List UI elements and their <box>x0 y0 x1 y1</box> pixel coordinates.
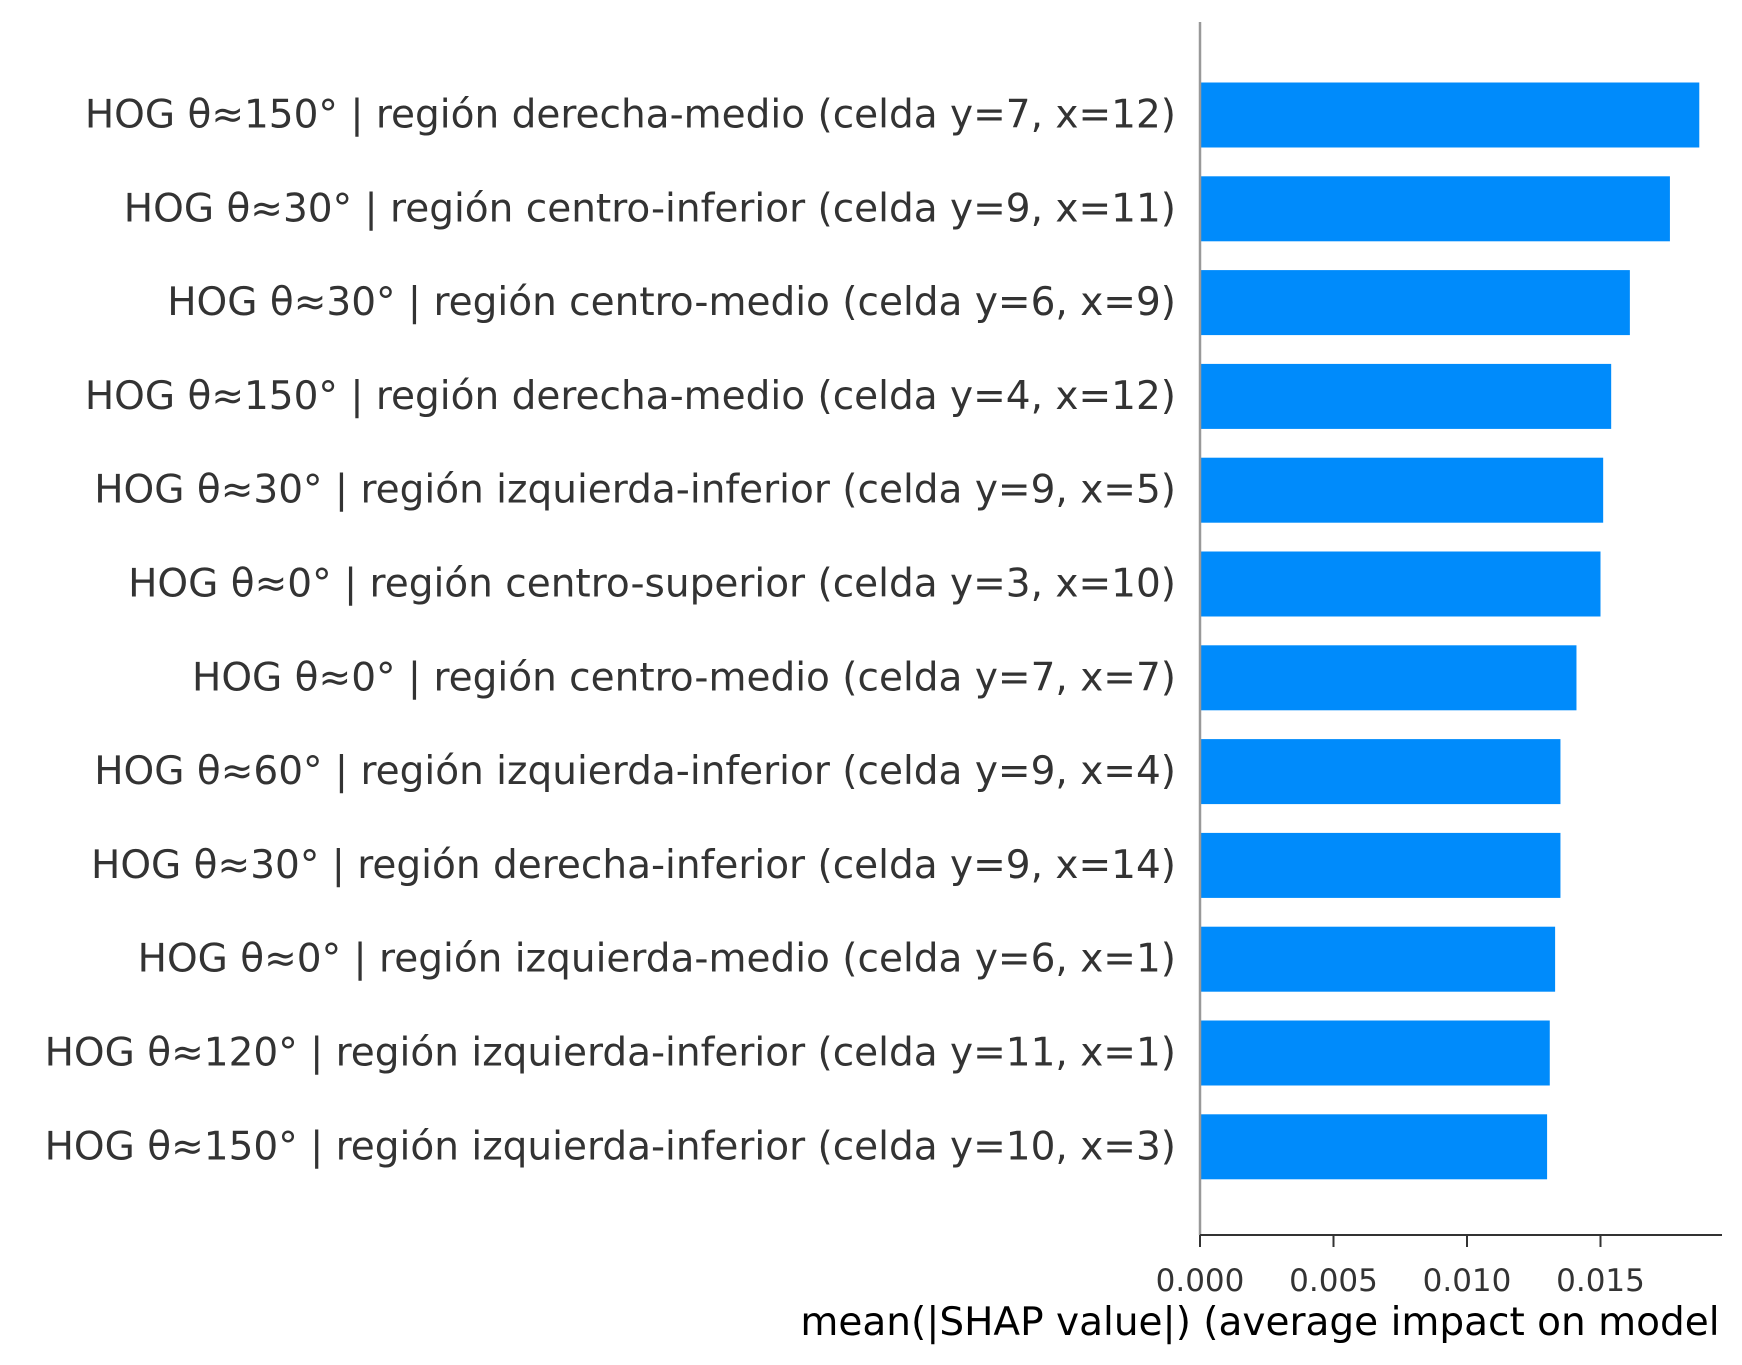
bar <box>1200 645 1577 711</box>
x-tick-label: 0.000 <box>1156 1263 1245 1299</box>
feature-label: HOG θ≈0° | región centro-medio (celda y=… <box>192 655 1176 700</box>
feature-label: HOG θ≈150° | región derecha-medio (celda… <box>85 93 1176 138</box>
feature-label: HOG θ≈120° | región izquierda-inferior (… <box>45 1031 1176 1076</box>
feature-label: HOG θ≈30° | región derecha-inferior (cel… <box>91 843 1176 888</box>
x-axis-title: mean(|SHAP value|) (average impact on mo… <box>800 1300 1719 1345</box>
x-tick-label: 0.010 <box>1423 1263 1512 1299</box>
feature-label: HOG θ≈150° | región derecha-medio (celda… <box>85 374 1176 419</box>
bar <box>1200 739 1561 805</box>
x-axis-ticks: 0.000 0.005 0.010 0.015 <box>1156 1235 1645 1299</box>
bar <box>1200 270 1630 336</box>
x-tick-label: 0.005 <box>1289 1263 1378 1299</box>
x-tick-label: 0.015 <box>1556 1263 1645 1299</box>
bar <box>1200 176 1670 242</box>
feature-label: HOG θ≈0° | región izquierda-medio (celda… <box>138 937 1176 982</box>
feature-label: HOG θ≈30° | región izquierda-inferior (c… <box>94 468 1176 513</box>
bar <box>1200 1114 1548 1180</box>
bar <box>1200 551 1601 617</box>
feature-label: HOG θ≈0° | región centro-superior (celda… <box>128 562 1176 607</box>
feature-label: HOG θ≈60° | región izquierda-inferior (c… <box>94 749 1176 794</box>
feature-label: HOG θ≈30° | región centro-medio (celda y… <box>167 280 1176 325</box>
bar <box>1200 457 1604 523</box>
bar <box>1200 363 1612 429</box>
feature-label: HOG θ≈150° | región izquierda-inferior (… <box>45 1124 1176 1169</box>
bar <box>1200 926 1556 992</box>
bars-layer <box>1200 82 1700 1180</box>
bar <box>1200 82 1700 148</box>
bar <box>1200 832 1561 898</box>
feature-labels: HOG θ≈150° | región derecha-medio (celda… <box>45 93 1176 1170</box>
feature-label: HOG θ≈30° | región centro-inferior (celd… <box>124 186 1176 231</box>
bar <box>1200 1020 1550 1086</box>
